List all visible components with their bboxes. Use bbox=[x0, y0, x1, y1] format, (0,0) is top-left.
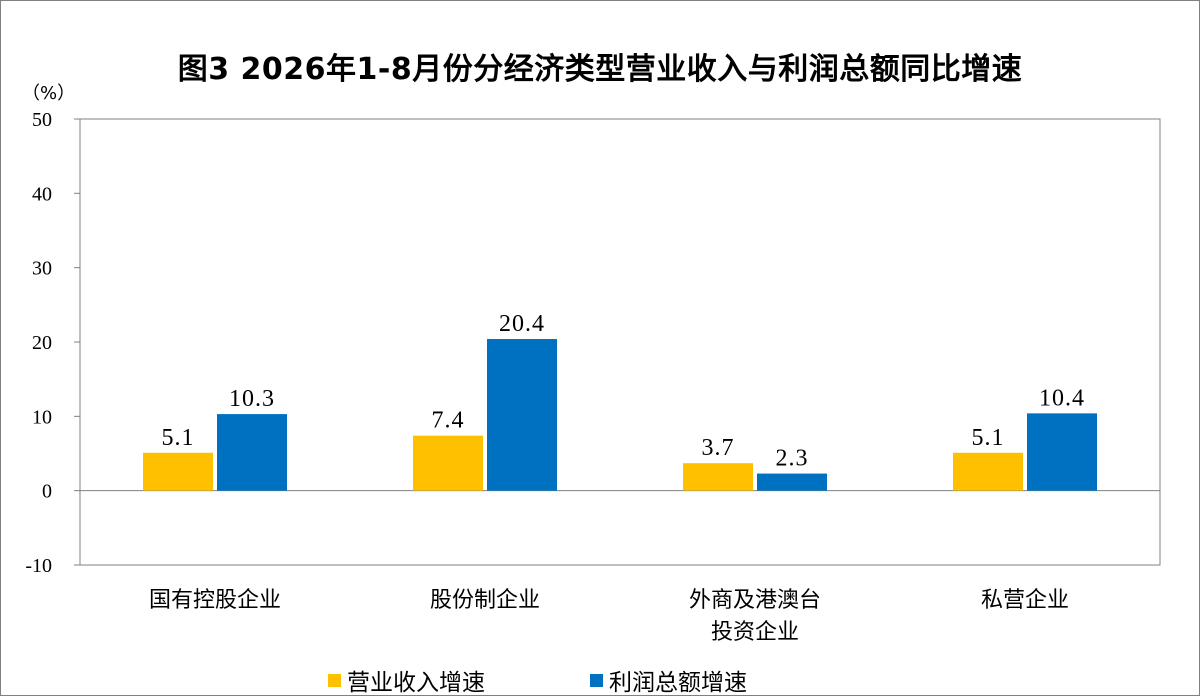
data-label-revenue: 5.1 bbox=[162, 425, 195, 451]
legend-swatch-profit bbox=[590, 673, 603, 687]
legend-item-revenue: 营业收入增速 bbox=[328, 663, 485, 697]
legend-item-profit: 利润总额增速 bbox=[590, 663, 747, 697]
data-label-profit: 2.3 bbox=[776, 446, 809, 472]
data-label-profit: 10.4 bbox=[1039, 385, 1085, 411]
y-tick-label: -10 bbox=[25, 555, 52, 577]
bar-profit bbox=[487, 339, 557, 491]
x-category-label: 投资企业 bbox=[711, 620, 799, 645]
data-label-revenue: 3.7 bbox=[702, 435, 735, 461]
y-tick-label: 50 bbox=[32, 109, 52, 131]
y-axis-unit-label: （%） bbox=[22, 83, 76, 104]
data-label-profit: 10.3 bbox=[229, 386, 275, 412]
bar-revenue bbox=[413, 435, 483, 491]
data-label-revenue: 7.4 bbox=[432, 408, 465, 434]
legend: 营业收入增速 利润总额增速 bbox=[0, 657, 1200, 696]
legend-label-profit: 利润总额增速 bbox=[609, 670, 747, 696]
bar-revenue bbox=[143, 452, 213, 491]
x-category-label: 国有控股企业 bbox=[149, 588, 281, 613]
bar-profit bbox=[217, 414, 287, 491]
data-label-profit: 20.4 bbox=[499, 311, 545, 337]
y-tick-label: 20 bbox=[32, 332, 52, 354]
legend-swatch-revenue bbox=[328, 673, 341, 687]
y-tick-label: 40 bbox=[32, 183, 52, 205]
plot-area-border bbox=[79, 118, 1161, 566]
legend-label-revenue: 营业收入增速 bbox=[347, 670, 485, 696]
bar-profit bbox=[757, 473, 827, 491]
bar-revenue bbox=[683, 463, 753, 491]
data-label-revenue: 5.1 bbox=[972, 425, 1005, 451]
y-tick-label: 30 bbox=[32, 258, 52, 280]
y-tick-label: 10 bbox=[32, 406, 52, 428]
chart-title: 图3 2026年1-8月份分经济类型营业收入与利润总额同比增速 bbox=[177, 52, 1023, 87]
x-category-label: 私营企业 bbox=[981, 588, 1069, 613]
bar-revenue bbox=[953, 452, 1023, 491]
y-tick-label: 0 bbox=[42, 481, 52, 503]
x-category-label: 股份制企业 bbox=[430, 588, 540, 613]
bar-profit bbox=[1027, 413, 1097, 491]
x-category-label: 外商及港澳台 bbox=[689, 588, 821, 613]
